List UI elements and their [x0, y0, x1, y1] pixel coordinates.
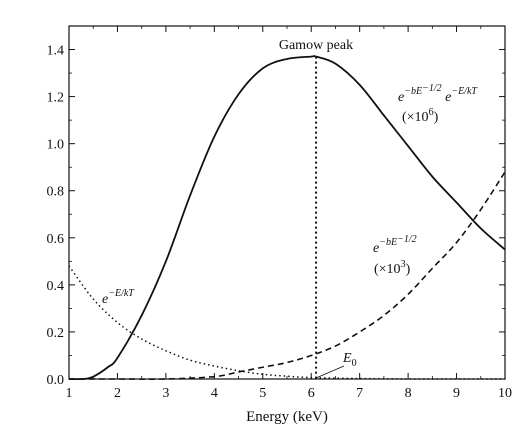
x-tick-label: 10	[498, 386, 512, 401]
series-line-solid	[68, 55, 506, 381]
y-tick-label: 0.2	[47, 326, 65, 341]
x-tick-label: 8	[405, 386, 412, 401]
y-tick-label: 0.0	[47, 373, 65, 388]
y-tick-label: 1.2	[47, 91, 65, 106]
x-tick-label: 6	[308, 386, 315, 401]
series-line-dotted	[68, 265, 505, 380]
x-tick-label: 1	[66, 386, 73, 401]
e0-label: E0	[342, 351, 357, 369]
product-curve-scale: (×106)	[402, 107, 439, 125]
axis-ticks	[68, 25, 506, 380]
x-tick-label: 3	[162, 386, 169, 401]
x-tick-label: 4	[211, 386, 218, 401]
tunneling-curve-scale: (×103)	[374, 259, 411, 277]
series-line-dashed	[68, 171, 506, 380]
boltzmann-curve-label: e−E/kT	[102, 288, 135, 307]
series-layer	[68, 55, 506, 381]
x-axis-label: Energy (keV)	[246, 409, 328, 425]
product-curve-label: e−bE−1/2 e−E/kT	[398, 83, 478, 105]
e0-pointer-line	[315, 365, 345, 379]
y-tick-label: 0.8	[47, 185, 65, 200]
y-tick-label: 0.4	[47, 279, 65, 294]
y-tick-label: 1.0	[47, 138, 65, 153]
y-tick-label: 0.6	[47, 232, 65, 247]
axis-tick-labels: 1 2 3 4 5 6 7 8 9 10 0.0 0.2 0.4 0.6 0.8 1.0 1.2 1.4	[47, 44, 513, 401]
x-tick-label: 5	[259, 386, 266, 401]
x-tick-label: 7	[356, 386, 363, 401]
plot-frame	[68, 25, 506, 380]
tunneling-curve-label: e−bE−1/2	[373, 234, 417, 256]
y-tick-label: 1.4	[47, 44, 65, 59]
gamow-peak-label: Gamow peak	[279, 38, 353, 53]
x-tick-label: 2	[114, 386, 121, 401]
x-tick-label: 9	[453, 386, 460, 401]
